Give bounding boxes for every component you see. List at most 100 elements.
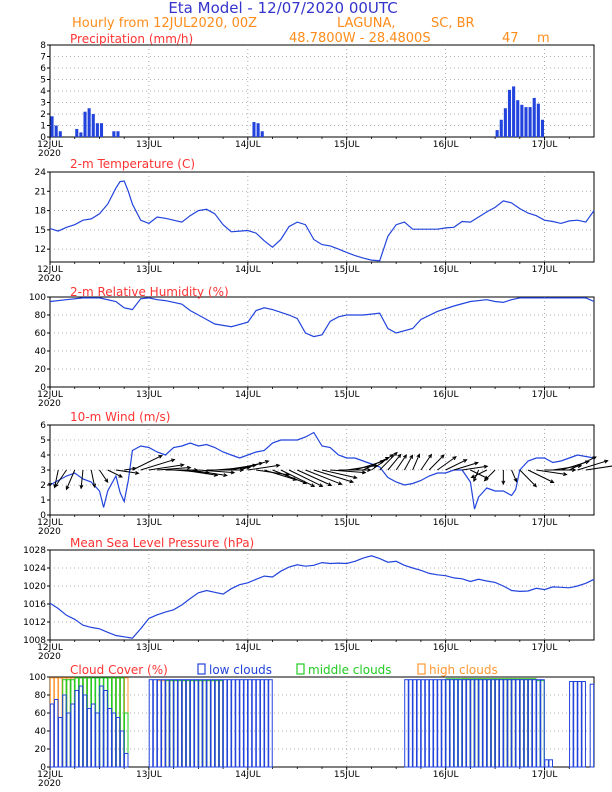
wind-ytick-label: 6 [40, 421, 46, 431]
wind-vector-head [104, 478, 109, 484]
cloud-low-bar [478, 679, 483, 768]
wind-vector [99, 469, 109, 483]
cloud-high-bar [177, 680, 183, 768]
mslp-frame [49, 549, 595, 641]
cloud-low-bar [111, 712, 117, 768]
cloud-middle-bar [536, 680, 541, 768]
temp-panel: 12 15 18 21 24 12JUL 13JUL 14JUL 15JUL 16JUL 17JUL… [35, 157, 595, 284]
wind-vector-head [230, 470, 236, 475]
cloud-low-bar [412, 679, 417, 768]
wind-vector-head [571, 468, 577, 472]
cloud-low-bar [189, 679, 195, 768]
wind-vector [453, 462, 478, 471]
cloud-low-bar [548, 759, 553, 768]
cloud-middle-bar [466, 678, 471, 768]
cloud-panel: 0 20 40 60 80 100 12JUL 13JUL 14JUL 15JUL 16JUL 17J… [29, 663, 595, 789]
wind-vector-head [349, 479, 355, 484]
wind-vector [115, 469, 139, 474]
cloud-legend-label: high clouds [429, 663, 498, 677]
wind-vector [519, 469, 537, 487]
cloud-middle-bar [103, 677, 108, 768]
cloud-low-bar [247, 679, 253, 768]
wind-vector-head [501, 480, 506, 486]
cloud-low-bar [482, 679, 488, 768]
cloud-low-bar [119, 730, 125, 768]
rh-xtick-label: 16JUL [433, 390, 459, 400]
cloud-low-bar [107, 708, 113, 768]
wind-ytick-label: 3 [40, 466, 46, 476]
precip-bar [91, 114, 95, 137]
wind-vector-head [389, 453, 394, 458]
cloud-low-bar [115, 717, 121, 768]
wind-vector [297, 469, 332, 486]
cloud-high-bar [218, 680, 224, 768]
cloud-high-bar [74, 677, 80, 768]
precip-xtick-label: 17JUL [532, 140, 558, 150]
temp-title: 2-m Temperature (C) [70, 157, 195, 171]
wind-vector [132, 455, 163, 471]
wind-vector [305, 469, 342, 485]
cloud-middle-bar [515, 678, 521, 768]
cloud-ytick-label: 100 [29, 673, 46, 683]
wind-vector-head [452, 456, 457, 461]
wind-vector-head [327, 482, 333, 486]
cloud-high-bar [115, 677, 121, 768]
temp-line [49, 180, 595, 262]
cloud-high-bar [511, 678, 516, 768]
cloud-low-bar [210, 679, 216, 768]
cloud-legend-swatch [197, 663, 206, 675]
cloud-high-bar [482, 678, 488, 768]
wind-vector-head [474, 461, 479, 466]
cloud-high-bar [181, 680, 187, 768]
wind-vector [437, 456, 457, 471]
cloud-low-bar [416, 679, 422, 768]
precip-bar [116, 131, 120, 137]
cloud-low-bar [49, 703, 55, 768]
precip-bar [87, 108, 91, 137]
wind-vector-head [397, 453, 402, 459]
precip-xtick-label: 13JUL [136, 140, 162, 150]
cloud-ytick-label: 20 [35, 745, 47, 755]
cloud-low-bar [214, 679, 220, 768]
cloud-middle-bar [91, 677, 96, 768]
temp-xtick-label: 16JUL [433, 265, 459, 275]
mslp-ytick-label: 1016 [23, 600, 46, 610]
cloud-high-bar [111, 677, 117, 768]
wind-vector-head [483, 464, 489, 469]
precip-bar [540, 119, 545, 137]
cloud-high-bar [474, 678, 479, 768]
wind-vector [313, 469, 354, 483]
header-region: SC, BR [431, 16, 475, 31]
cloud-low-bar [424, 679, 430, 768]
cloud-middle-bar [445, 678, 450, 768]
cloud-low-bar [466, 679, 471, 768]
mslp-line [49, 555, 595, 639]
cloud-middle-bar [194, 680, 199, 768]
wind-vector [280, 469, 315, 487]
wind-vector-head [180, 463, 185, 468]
cloud-low-bar [169, 679, 174, 768]
mslp-ytick-label: 1024 [23, 564, 46, 574]
wind-vector [387, 454, 402, 471]
precip-panel: 01 23 45 67 8 12JUL 13JUL 14JUL 15JUL 16JUL 17JUL 2… [37, 32, 595, 159]
cloud-low-bar [507, 679, 512, 768]
temp-ytick-label: 15 [35, 226, 46, 236]
cloud-low-bar [218, 679, 224, 768]
wind-vector [107, 469, 123, 478]
rh-xtick-label: 12JUL [37, 390, 63, 400]
cloud-middle-bar [461, 678, 467, 768]
cloud-xtick-label: 15JUL [334, 770, 360, 780]
wind-vector [379, 452, 398, 471]
cloud-low-bar [99, 685, 104, 768]
wind-vector [124, 467, 136, 471]
cloud-high-bar [214, 680, 220, 768]
cloud-high-bar [70, 677, 75, 768]
cloud-high-bar [78, 677, 84, 768]
wind-vector-head [473, 477, 477, 483]
precip-bar [99, 123, 104, 137]
cloud-low-bar [519, 679, 525, 768]
wind-panel: 0 1 2 3 4 5 6 12JUL 13JUL 14JUL 15JUL 16JUL 17JUL 202… [37, 410, 612, 537]
precip-bar [83, 111, 87, 137]
cloud-low-bar [503, 679, 508, 768]
precip-ytick-label: 0 [40, 133, 46, 143]
